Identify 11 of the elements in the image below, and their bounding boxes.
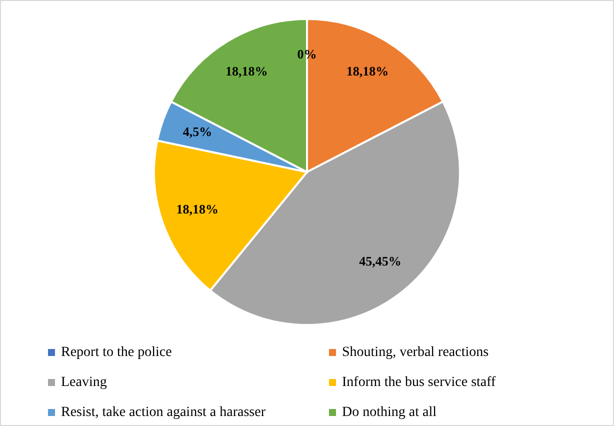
legend-label: Do nothing at all (342, 405, 437, 420)
data-label: 18,18% (225, 64, 268, 79)
data-label: 45,45% (359, 253, 402, 268)
legend-label: Inform the bus service staff (342, 375, 496, 390)
legend-label: Leaving (61, 375, 107, 390)
legend-label: Resist, take action against a harasser (61, 405, 266, 420)
legend-label: Report to the police (61, 345, 172, 360)
data-label: 18,18% (346, 64, 389, 79)
legend-label: Shouting, verbal reactions (342, 345, 489, 360)
data-label: 18,18% (176, 202, 218, 217)
data-label: 4,5% (182, 124, 212, 139)
